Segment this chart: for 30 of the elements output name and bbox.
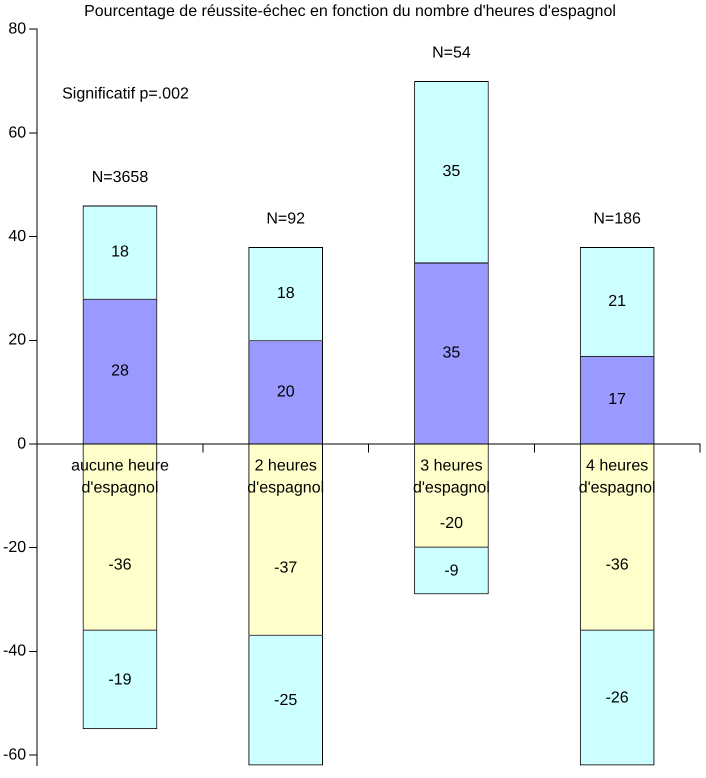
data-label: 20 [276,383,295,400]
data-label: 35 [442,344,460,362]
data-label: -9 [444,562,459,580]
data-label: 18 [276,285,295,302]
y-tick-label: -40 [3,642,26,660]
y-tick-label: -20 [3,539,26,556]
data-label: 21 [608,292,626,310]
data-label: 35 [442,163,460,180]
data-label: -20 [440,515,464,532]
y-tick-label: -60 [3,746,26,764]
data-label: -19 [108,671,132,688]
annotation: N=186 [593,210,642,228]
y-tick-label: 60 [8,124,26,142]
y-tick-label: 20 [8,332,26,349]
data-label: -25 [274,692,298,709]
data-label: -36 [606,556,629,574]
data-label: 28 [111,362,129,380]
annotation: N=92 [266,210,306,228]
data-label: -36 [108,556,132,574]
annotation: Significatif p=.002 [62,86,189,103]
data-label: 18 [111,244,129,261]
data-label: -37 [274,559,298,576]
y-tick-label: 40 [8,228,26,245]
data-label: 17 [608,391,626,408]
annotation: N=3658 [92,168,148,186]
data-label: -26 [606,689,629,706]
annotation: N=54 [432,44,471,62]
y-tick-label: 80 [8,20,26,38]
chart-title: Pourcentage de réussite-échec en fonction du nombre d'heures d'espagnol [84,3,616,20]
y-tick-label: 0 [17,435,26,452]
